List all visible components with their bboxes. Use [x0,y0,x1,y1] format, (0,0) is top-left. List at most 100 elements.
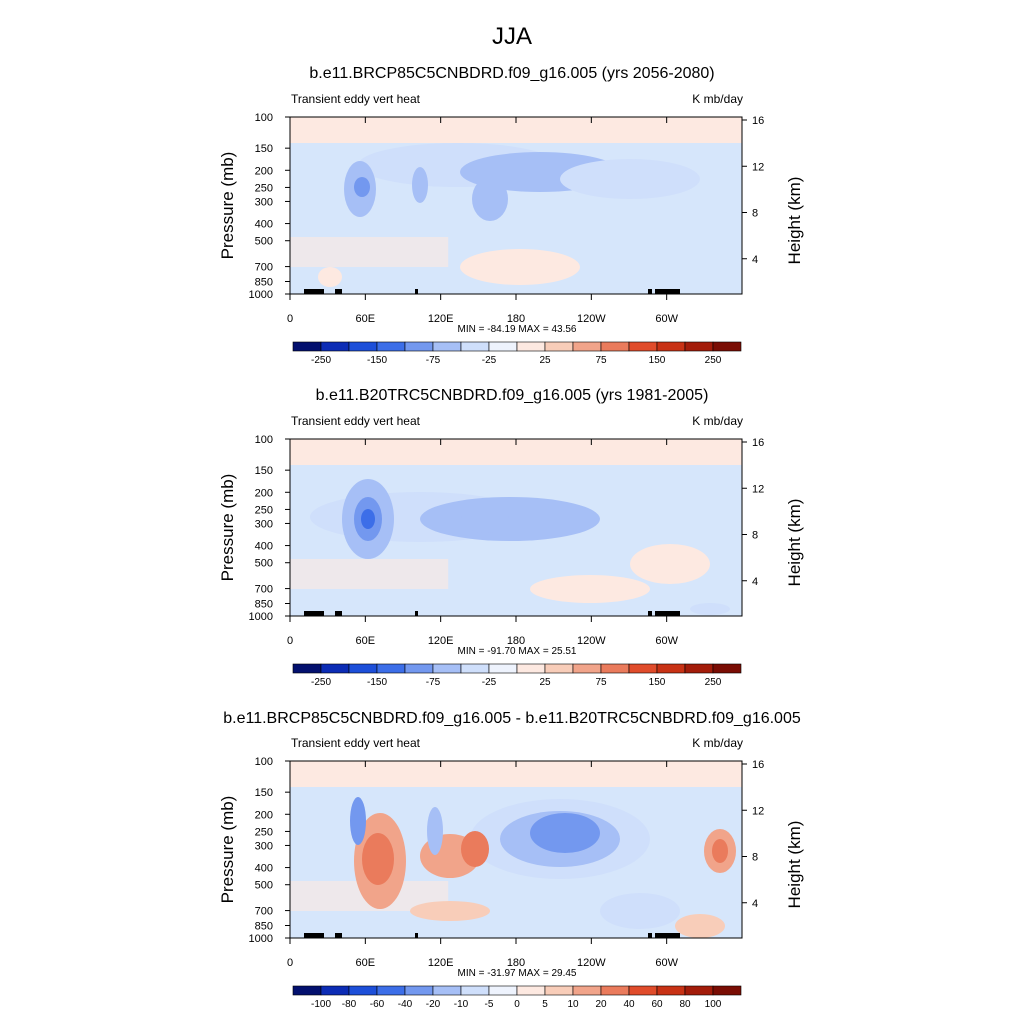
colorbar-label: -25 [482,355,497,366]
field-label: Transient eddy vert heat [291,414,421,428]
y-tick-right-label: 12 [752,805,764,817]
panel-3: b.e11.BRCP85C5CNBDRD.f09_g16.005 - b.e11… [218,710,804,1010]
colorbar-label: -150 [367,355,387,366]
units-label: K mb/day [692,736,743,750]
colorbar-swatch [684,985,714,996]
y-tick-right-label: 8 [752,530,758,542]
x-tick-label: 60E [356,635,376,647]
x-tick-label: 60E [356,957,376,969]
land-mask [304,933,324,938]
panel-1: b.e11.BRCP85C5CNBDRD.f09_g16.005 (yrs 20… [218,65,804,366]
colorbar-label: 250 [705,355,722,366]
colorbar-swatch [376,985,406,996]
colorbar-swatch [292,663,322,674]
y-axis-title: Pressure (mb) [218,796,237,904]
y-tick-label: 200 [255,487,273,499]
panel-title: b.e11.BRCP85C5CNBDRD.f09_g16.005 - b.e11… [223,710,801,727]
x-tick-label: 0 [287,957,293,969]
x-tick-label: 180 [507,635,525,647]
colorbar-label: 100 [705,999,722,1010]
y-tick-right-label: 8 [752,208,758,220]
x-tick-label: 120E [428,635,454,647]
y-tick-label: 700 [255,906,273,918]
x-tick-label: 60W [655,635,678,647]
y-axis-title: Pressure (mb) [218,474,237,582]
land-mask [415,611,418,616]
y-axis-right-title: Height (km) [785,499,804,587]
y-tick-label: 500 [255,236,273,248]
colorbar-swatch [684,663,714,674]
y-tick-label: 1000 [249,289,273,301]
panel-2: b.e11.B20TRC5CNBDRD.f09_g16.005 (yrs 198… [218,387,804,688]
contour-region [600,893,680,929]
y-tick-right-label: 16 [752,115,764,127]
colorbar-swatch [572,985,602,996]
contour-region [460,249,580,285]
min-max-stats: MIN = -84.19 MAX = 43.56 [458,324,577,335]
y-tick-label: 400 [255,541,273,553]
lower-band [290,237,449,267]
colorbar-swatch [488,341,518,352]
colorbar-swatch [376,341,406,352]
min-max-stats: MIN = -91.70 MAX = 25.51 [458,646,577,657]
colorbar-swatch [432,985,462,996]
colorbar-label: -150 [367,677,387,688]
y-tick-label: 400 [255,219,273,231]
y-tick-right-label: 12 [752,483,764,495]
colorbar-label: -80 [342,999,357,1010]
colorbar-swatch [488,663,518,674]
contour-region [350,797,366,845]
contour-region [530,813,600,853]
colorbar-swatch [544,663,574,674]
contour-region [560,159,700,199]
colorbar-swatch [432,663,462,674]
colorbar-label: 150 [649,355,666,366]
colorbar-swatch [628,341,658,352]
x-tick-label: 120W [577,635,606,647]
land-mask [648,289,652,294]
y-tick-label: 250 [255,182,273,194]
y-tick-label: 700 [255,262,273,274]
y-tick-label: 700 [255,584,273,596]
y-tick-label: 200 [255,165,273,177]
contour-region [630,544,710,584]
colorbar-label: -10 [454,999,469,1010]
colorbar-swatch [516,663,546,674]
land-mask [648,933,652,938]
y-tick-label: 250 [255,826,273,838]
colorbar-swatch [600,663,630,674]
colorbar-swatch [320,985,350,996]
colorbar-swatch [320,341,350,352]
y-tick-label: 300 [255,196,273,208]
colorbar-label: -250 [311,677,331,688]
colorbar-label: 20 [595,999,607,1010]
land-mask [304,611,324,616]
x-tick-label: 180 [507,957,525,969]
colorbar-swatch [432,341,462,352]
y-tick-label: 500 [255,880,273,892]
units-label: K mb/day [692,92,743,106]
land-mask [648,611,652,616]
x-tick-label: 120W [577,313,606,325]
figure-title: JJA [492,23,532,50]
contour-region [675,914,725,938]
y-tick-label: 400 [255,863,273,875]
y-tick-label: 1000 [249,611,273,623]
colorbar-swatch [712,341,742,352]
y-axis-title: Pressure (mb) [218,152,237,260]
colorbar-label: -40 [398,999,413,1010]
colorbar-swatch [348,985,378,996]
colorbar-swatch [712,663,742,674]
colorbar-label: 0 [514,999,520,1010]
contour-region [354,177,370,197]
colorbar-swatch [404,663,434,674]
y-tick-label: 150 [255,143,273,155]
land-mask [304,289,324,294]
land-mask [655,611,680,616]
colorbar-label: -5 [485,999,494,1010]
y-tick-label: 1000 [249,933,273,945]
colorbar-swatch [376,663,406,674]
y-tick-label: 100 [255,434,273,446]
y-tick-label: 300 [255,840,273,852]
